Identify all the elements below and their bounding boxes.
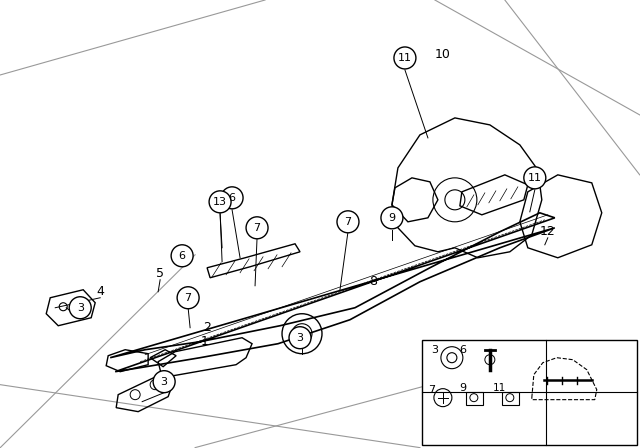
Text: 3: 3: [431, 345, 438, 355]
Text: 1: 1: [201, 335, 209, 348]
Circle shape: [153, 370, 175, 392]
Text: 3: 3: [161, 377, 168, 387]
Text: 7: 7: [344, 217, 351, 227]
Text: 9: 9: [460, 383, 467, 392]
Text: 11: 11: [493, 383, 506, 392]
Text: 7: 7: [184, 293, 191, 303]
Circle shape: [177, 287, 199, 309]
Text: 4: 4: [96, 285, 104, 298]
Text: 3: 3: [77, 303, 84, 313]
Text: 7: 7: [428, 385, 435, 395]
Text: 11: 11: [398, 53, 412, 63]
Circle shape: [381, 207, 403, 229]
Text: 11: 11: [528, 173, 542, 183]
Circle shape: [289, 327, 311, 349]
Text: 8: 8: [369, 275, 377, 288]
Circle shape: [337, 211, 359, 233]
Circle shape: [171, 245, 193, 267]
Bar: [502, 392, 519, 405]
Text: 7: 7: [253, 223, 260, 233]
Text: 10: 10: [435, 48, 451, 61]
Text: 2: 2: [203, 321, 211, 334]
Circle shape: [394, 47, 416, 69]
Text: 6: 6: [460, 345, 467, 355]
Circle shape: [246, 217, 268, 239]
Circle shape: [221, 187, 243, 209]
Circle shape: [209, 191, 231, 213]
Bar: [466, 392, 483, 405]
Text: 6: 6: [179, 251, 186, 261]
Text: 6: 6: [228, 193, 236, 203]
Text: 00C10326: 00C10326: [542, 437, 589, 447]
Text: 5: 5: [156, 267, 164, 280]
Text: 9: 9: [388, 213, 396, 223]
Text: 12: 12: [540, 225, 556, 238]
Text: 3: 3: [296, 333, 303, 343]
Circle shape: [524, 167, 546, 189]
Bar: [422, 340, 637, 444]
Circle shape: [69, 297, 91, 319]
Text: 13: 13: [213, 197, 227, 207]
